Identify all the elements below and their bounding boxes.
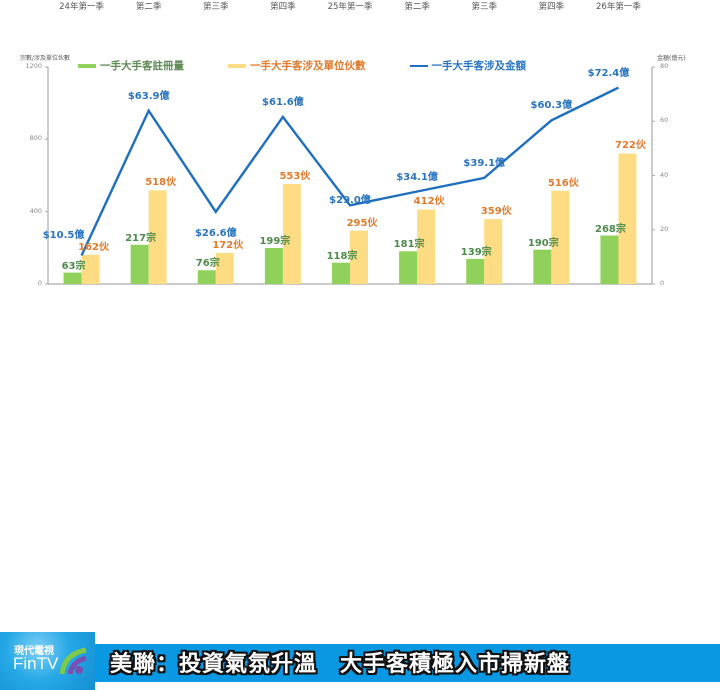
legend-label: 一手大手客涉及金額 xyxy=(431,60,527,72)
left-axis-title: 宗數/涉及單位伙數 xyxy=(20,55,71,62)
right-tick-label: 0 xyxy=(660,279,665,287)
bar-label-registrations: 63宗 xyxy=(61,260,86,272)
line-label-amount: $72.4億 xyxy=(587,67,630,79)
category-label: 24年第一季 xyxy=(59,2,104,12)
plot-area xyxy=(45,66,655,285)
chart: 宗數/涉及單位伙數 金額(億元) 一手大手客註冊量 一手大手客涉及單位伙數 一手… xyxy=(0,0,720,320)
left-tick-label: 1200 xyxy=(25,62,42,70)
right-tick-label: 60 xyxy=(660,116,669,125)
legend-item-registrations: 一手大手客註冊量 xyxy=(78,58,184,73)
category-label: 第三季 xyxy=(203,2,229,12)
bar-registrations xyxy=(63,272,82,284)
bar-label-units: 295伙 xyxy=(346,217,378,229)
bar-registrations xyxy=(130,244,149,284)
bar-units xyxy=(417,209,436,284)
category-label: 第四季 xyxy=(538,2,565,12)
left-tick-label: 800 xyxy=(29,134,42,143)
line-label-amount: $26.6億 xyxy=(194,227,237,239)
bar-registrations xyxy=(264,248,283,284)
bar-units xyxy=(618,153,637,284)
news-banner: 現代電視 FinTV 美聯：投資氣氛升溫 大手客積極入市掃新盤 xyxy=(0,316,720,690)
bar-units xyxy=(215,252,234,284)
line-label-amount: $10.5億 xyxy=(42,229,85,241)
category-label: 第二季 xyxy=(404,2,430,12)
bar-units xyxy=(350,230,368,284)
bar-label-units: 518伙 xyxy=(145,177,177,189)
logo-english-text: FinTV xyxy=(13,654,59,673)
bar-registrations xyxy=(399,251,418,284)
legend: 一手大手客註冊量 一手大手客涉及單位伙數 一手大手客涉及金額 xyxy=(78,58,526,73)
bar-label-registrations: 139宗 xyxy=(460,246,492,258)
bar-units xyxy=(484,219,503,284)
bar-units xyxy=(81,254,100,284)
amount-line xyxy=(80,86,619,257)
bar-units xyxy=(282,183,301,284)
bar-registrations xyxy=(600,235,619,284)
bar-registrations xyxy=(332,262,350,284)
legend-swatch xyxy=(228,63,246,68)
line-label-amount: $60.3億 xyxy=(530,100,573,112)
legend-swatch xyxy=(409,64,428,67)
line-label-amount: $39.1億 xyxy=(463,157,506,169)
legend-item-units: 一手大手客涉及單位伙數 xyxy=(228,58,366,73)
category-label: 26年第一季 xyxy=(596,2,641,12)
category-label: 第三季 xyxy=(471,2,497,12)
bar-label-units: 359伙 xyxy=(480,206,512,218)
category-label: 第二季 xyxy=(135,2,162,12)
line-label-amount: $63.9億 xyxy=(127,90,170,102)
bar-label-registrations: 217宗 xyxy=(125,232,157,244)
bar-label-units: 412伙 xyxy=(413,196,445,208)
line-label-amount: $34.1億 xyxy=(396,171,438,183)
bar-units xyxy=(551,190,570,284)
signal-icon xyxy=(59,647,87,675)
bar-label-registrations: 181宗 xyxy=(393,239,425,251)
right-tick-label: 80 xyxy=(660,62,669,70)
bar-registrations xyxy=(197,270,216,284)
line-label-amount: $61.6億 xyxy=(262,96,304,108)
legend-label: 一手大手客註冊量 xyxy=(100,60,184,72)
bar-units xyxy=(148,190,167,284)
bar-label-units: 516伙 xyxy=(547,177,579,189)
category-label: 25年第一季 xyxy=(327,2,373,12)
right-tick-label: 20 xyxy=(660,224,669,233)
left-tick-label: 400 xyxy=(29,206,42,215)
bar-label-registrations: 76宗 xyxy=(195,258,220,270)
bar-label-registrations: 118宗 xyxy=(326,250,358,262)
headline: 美聯：投資氣氛升溫 大手客積極入市掃新盤 xyxy=(110,652,571,677)
bar-registrations xyxy=(533,249,552,284)
bar-label-units: 553伙 xyxy=(279,170,311,182)
right-tick-label: 40 xyxy=(660,170,669,179)
legend-swatch xyxy=(78,63,96,68)
legend-label: 一手大手客涉及單位伙數 xyxy=(250,60,366,72)
line-label-amount: $29.0億 xyxy=(329,195,371,207)
bar-label-units: 172伙 xyxy=(212,239,244,251)
bar-label-registrations: 199宗 xyxy=(259,236,291,247)
bar-label-registrations: 190宗 xyxy=(527,237,559,249)
left-tick-label: 0 xyxy=(37,279,42,287)
bar-label-registrations: 268宗 xyxy=(595,223,626,235)
bar-label-units: 722伙 xyxy=(615,140,646,152)
category-label: 第四季 xyxy=(270,2,296,12)
legend-item-amount: 一手大手客涉及金額 xyxy=(409,58,527,73)
right-axis-title: 金額(億元) xyxy=(657,55,686,62)
bar-registrations xyxy=(466,258,485,284)
bar-label-units: 162伙 xyxy=(78,241,109,253)
